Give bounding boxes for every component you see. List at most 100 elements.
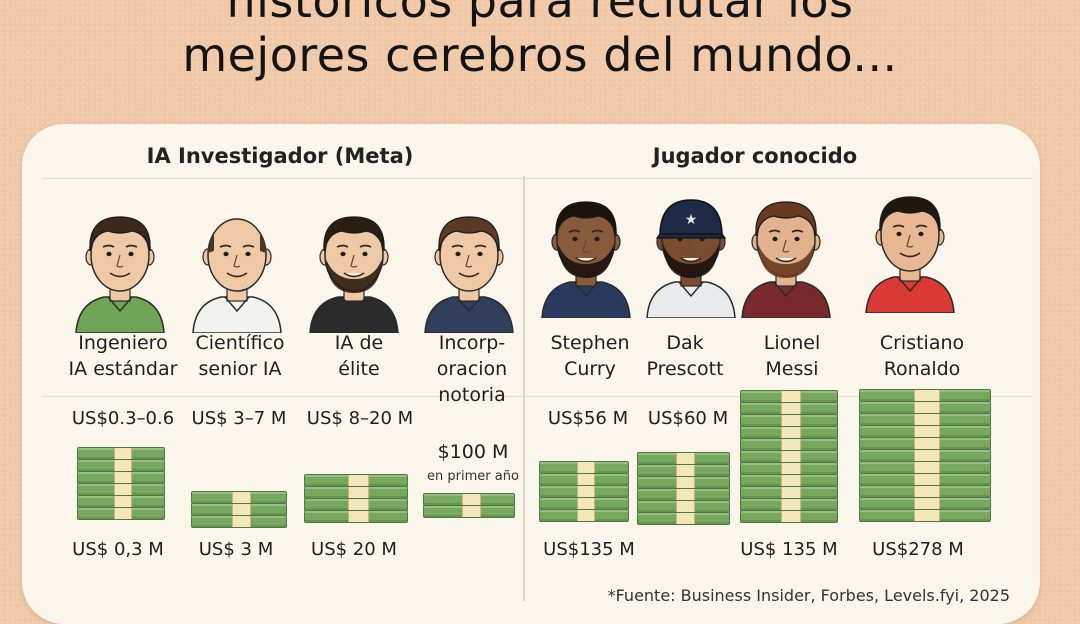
label-senior-ai-scientist: Científico senior IA <box>180 330 300 382</box>
label-line: IA de <box>334 332 384 354</box>
money-band <box>914 498 940 509</box>
portrait-illustration <box>741 201 831 319</box>
portrait-illustration <box>424 216 514 334</box>
money-band <box>114 508 132 519</box>
money-stack-lionel-messi <box>740 390 838 523</box>
label-stephen-curry: Stephen Curry <box>530 330 650 382</box>
label-elite-ai: IA de élite <box>299 330 419 382</box>
avatar-stephen-curry <box>536 190 636 322</box>
avatar-elite-ai <box>304 205 404 337</box>
money-band <box>348 475 369 486</box>
money-band <box>781 439 801 450</box>
money-stack-notable-hire <box>423 493 515 518</box>
label-lionel-messi: Lionel Messi <box>732 330 852 382</box>
section-title-ai-researcher: IA Investigador (Meta) <box>146 144 414 168</box>
label-dak-prescott: Dak Prescott <box>625 330 745 382</box>
money-bill-bundle <box>304 498 408 511</box>
avatar-lionel-messi <box>736 190 836 322</box>
label-line: Incorp- <box>438 332 506 354</box>
label-line: Lionel <box>763 332 821 354</box>
money-band <box>914 486 940 497</box>
avatar-senior-ai-scientist <box>187 205 287 337</box>
bottom-amount-stephen-curry: US$135 M <box>543 539 635 560</box>
header-divider <box>42 178 1032 179</box>
money-band <box>781 463 801 474</box>
money-band <box>914 438 940 449</box>
money-band <box>114 484 132 495</box>
money-band <box>676 501 695 512</box>
money-stack-elite-ai <box>304 474 408 523</box>
portrait-illustration <box>309 216 399 334</box>
portrait-illustration: ★ <box>646 199 736 319</box>
label-notable-hire: Incorp- oracion notoria <box>412 330 532 408</box>
money-band <box>914 450 940 461</box>
label-line: Curry <box>564 358 616 380</box>
headline-line-2: mejores cerebros del mundo... <box>182 28 898 82</box>
money-bill-bundle <box>859 461 991 474</box>
label-line: élite <box>338 358 380 380</box>
money-bill-bundle <box>304 510 408 523</box>
money-band <box>676 477 695 488</box>
money-band <box>577 474 595 485</box>
money-band <box>914 462 940 473</box>
portrait-illustration <box>865 196 955 314</box>
money-stack-senior-ai-scientist <box>191 491 287 528</box>
bottom-amount-senior-ai-scientist: US$ 3 M <box>198 539 274 560</box>
top-amount-stephen-curry: US$56 M <box>547 408 629 429</box>
money-band <box>114 496 132 507</box>
top-amount-standard-ai-engineer: US$0.3–0.6 <box>71 408 175 429</box>
money-bill-bundle <box>539 509 629 522</box>
money-band <box>348 511 369 522</box>
money-band <box>676 513 695 524</box>
money-band <box>914 426 940 437</box>
money-band <box>781 415 801 426</box>
top-amount-elite-ai: US$ 8–20 M <box>306 408 414 429</box>
money-band <box>676 489 695 500</box>
money-band <box>914 390 940 401</box>
label-line: Messi <box>765 358 819 380</box>
money-band <box>114 448 132 459</box>
svg-text:★: ★ <box>685 212 698 228</box>
money-band <box>914 474 940 485</box>
money-band <box>781 487 801 498</box>
section-divider <box>523 176 525 601</box>
money-stack-cristiano-ronaldo <box>859 389 991 522</box>
money-stack-stephen-curry <box>539 461 629 522</box>
money-bill-bundle <box>859 449 991 462</box>
money-stack-standard-ai-engineer <box>77 447 165 520</box>
label-standard-ai-engineer: Ingeniero IA estándar <box>63 330 183 382</box>
money-band <box>348 487 369 498</box>
top-amount-senior-ai-scientist: US$ 3–7 M <box>191 408 287 429</box>
portrait-illustration <box>541 201 631 319</box>
source-note: *Fuente: Business Insider, Forbes, Level… <box>607 586 1010 605</box>
label-cristiano-ronaldo: Cristiano Ronaldo <box>862 330 982 382</box>
section-title-athlete: Jugador conocido <box>652 144 858 168</box>
label-line: Ronaldo <box>883 358 961 380</box>
money-band <box>676 453 695 464</box>
money-band <box>676 465 695 476</box>
money-band <box>114 460 132 471</box>
money-band <box>577 510 595 521</box>
money-band <box>577 462 595 473</box>
money-band <box>914 414 940 425</box>
money-bill-bundle <box>859 389 991 402</box>
label-line: Ingeniero <box>78 332 168 354</box>
money-band <box>781 511 801 522</box>
label-line: senior IA <box>198 358 282 380</box>
money-bill-bundle <box>859 509 991 522</box>
money-band <box>577 498 595 509</box>
first-year-note: en primer año <box>427 469 519 484</box>
money-bill-bundle <box>77 507 165 520</box>
money-band <box>781 451 801 462</box>
money-bill-bundle <box>423 505 515 518</box>
money-bill-bundle <box>637 464 730 477</box>
money-band <box>232 516 251 527</box>
money-band <box>914 510 940 521</box>
money-band <box>232 504 251 515</box>
money-band <box>114 472 132 483</box>
portrait-illustration <box>75 216 165 334</box>
money-band <box>462 494 481 505</box>
avatar-cristiano-ronaldo <box>860 185 960 317</box>
money-band <box>232 492 251 503</box>
money-band <box>462 506 481 517</box>
